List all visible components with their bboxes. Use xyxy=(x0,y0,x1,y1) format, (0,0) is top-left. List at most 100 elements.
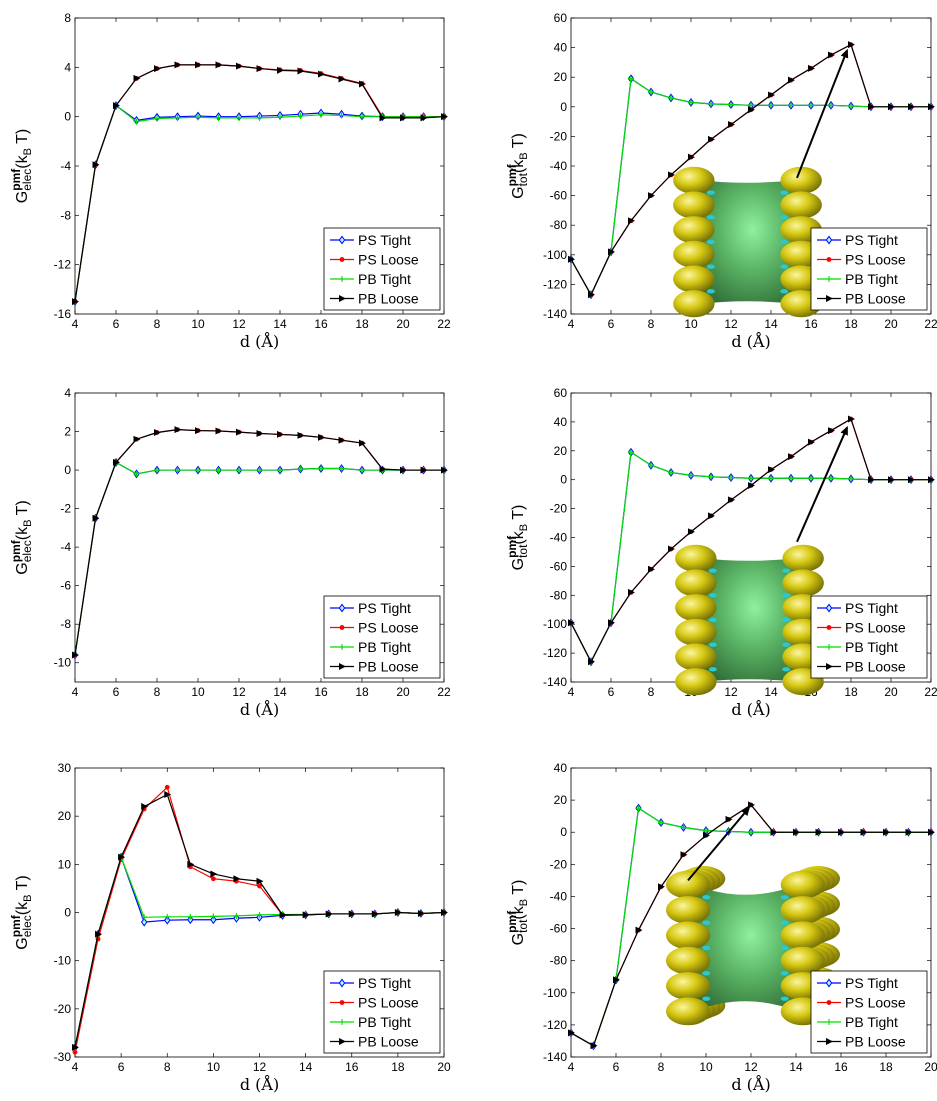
x-tick-label: 22 xyxy=(437,685,451,699)
x-tick-label: 18 xyxy=(844,685,858,699)
x-tick-label: 8 xyxy=(154,317,161,331)
x-tick-label: 6 xyxy=(613,1060,620,1074)
data-point xyxy=(133,118,140,125)
data-point xyxy=(728,121,735,129)
y-tick-label: 20 xyxy=(554,444,568,458)
data-point xyxy=(277,114,283,121)
data-point xyxy=(257,883,262,889)
data-point xyxy=(338,436,346,444)
x-tick-label: 6 xyxy=(118,1060,125,1074)
data-point xyxy=(793,828,800,836)
x-tick-label: 16 xyxy=(804,317,818,331)
y-tick-label: 40 xyxy=(554,415,568,429)
data-point xyxy=(658,883,665,891)
y-axis-label: Gpmftot(kB T) xyxy=(505,133,530,199)
y-tick-label: 60 xyxy=(554,386,568,400)
x-tick-label: 14 xyxy=(764,685,778,699)
x-axis-label: d (Å) xyxy=(240,331,279,351)
y-tick-label: 40 xyxy=(554,41,568,55)
legend-marker xyxy=(825,603,833,613)
data-point xyxy=(359,439,366,447)
data-point xyxy=(441,466,448,474)
y-tick-label: -20 xyxy=(54,1002,72,1016)
y-label-sup: pmf xyxy=(505,163,519,186)
legend-marker xyxy=(825,978,833,988)
data-point xyxy=(164,790,172,798)
legend-marker xyxy=(826,257,832,262)
chart-panel-1: 4 6 8 10 12 14 16 18 20 22 -16 -12 -8 -4 0 4 8 d (Å) Gpmfe… xyxy=(9,11,451,351)
y-tick-label: -140 xyxy=(543,1050,567,1064)
legend-marker xyxy=(339,1019,345,1025)
data-point xyxy=(318,70,325,78)
y-label-sup: pmf xyxy=(9,168,23,191)
legend-label: PS Loose xyxy=(358,620,419,636)
x-tick-label: 8 xyxy=(154,685,161,699)
data-point xyxy=(233,875,241,883)
y-tick-label: -8 xyxy=(60,617,71,631)
y-label-unit_end: T) xyxy=(510,505,527,524)
y-axis-label: Gpmfelec(kB T) xyxy=(9,500,34,574)
y-tick-label: -4 xyxy=(60,540,71,554)
x-tick-label: 18 xyxy=(355,317,369,331)
y-tick-label: 60 xyxy=(554,11,568,25)
x-tick-label: 10 xyxy=(684,317,698,331)
y-tick-label: -120 xyxy=(543,1018,567,1032)
y-tick-label: -60 xyxy=(550,189,568,203)
data-point xyxy=(256,467,263,474)
y-label-sub: elec xyxy=(20,169,34,191)
y-tick-label: -140 xyxy=(543,307,567,321)
data-point xyxy=(848,475,854,482)
y-tick-label: -60 xyxy=(550,559,568,573)
data-point xyxy=(297,466,304,473)
x-tick-label: 6 xyxy=(608,685,615,699)
y-tick-label: 30 xyxy=(58,761,72,775)
series-markers-pb-loose xyxy=(568,801,935,1050)
data-point xyxy=(140,917,148,927)
data-point xyxy=(848,41,855,49)
data-point xyxy=(154,65,161,73)
legend-label: PS Tight xyxy=(845,232,898,248)
x-tick-label: 8 xyxy=(164,1060,171,1074)
data-point xyxy=(788,76,795,84)
data-point xyxy=(133,435,141,443)
data-point xyxy=(154,467,160,474)
data-point xyxy=(236,467,242,474)
data-point xyxy=(133,470,140,477)
legend-marker xyxy=(339,1000,345,1005)
data-point xyxy=(648,192,655,200)
legend-label: PS Tight xyxy=(845,600,898,616)
x-tick-label: 20 xyxy=(396,317,410,331)
legend-label: PB Loose xyxy=(358,1034,419,1050)
series-markers-pb-loose xyxy=(568,41,935,299)
data-point xyxy=(256,429,264,437)
legend-marker xyxy=(339,295,346,302)
y-label-sup: pmf xyxy=(505,535,519,558)
data-point xyxy=(668,469,674,476)
y-tick-label: 20 xyxy=(554,793,568,807)
data-point xyxy=(133,74,141,82)
legend: PS Tight PS Loose PB Tight PB Loose xyxy=(323,227,441,311)
x-tick-label: 20 xyxy=(396,685,410,699)
legend: PS Tight PS Loose PB Tight PB Loose xyxy=(323,970,441,1054)
x-tick-label: 8 xyxy=(658,1060,665,1074)
legend-marker xyxy=(825,235,833,245)
y-label-unit: (k xyxy=(510,159,527,173)
y-tick-label: -40 xyxy=(550,889,568,903)
x-tick-label: 12 xyxy=(232,317,246,331)
data-point xyxy=(118,853,126,861)
data-point xyxy=(215,61,223,69)
data-point xyxy=(668,171,675,179)
legend-marker xyxy=(338,603,346,613)
legend-marker xyxy=(339,1038,346,1045)
data-point xyxy=(256,877,264,885)
y-tick-label: 0 xyxy=(64,906,71,920)
data-point xyxy=(72,651,79,659)
data-point xyxy=(359,113,365,120)
data-point xyxy=(688,153,695,161)
legend-marker xyxy=(826,1038,833,1045)
data-point xyxy=(95,930,103,938)
data-point xyxy=(688,472,694,479)
data-point xyxy=(768,475,774,482)
data-point xyxy=(400,466,407,474)
data-point xyxy=(728,101,734,108)
